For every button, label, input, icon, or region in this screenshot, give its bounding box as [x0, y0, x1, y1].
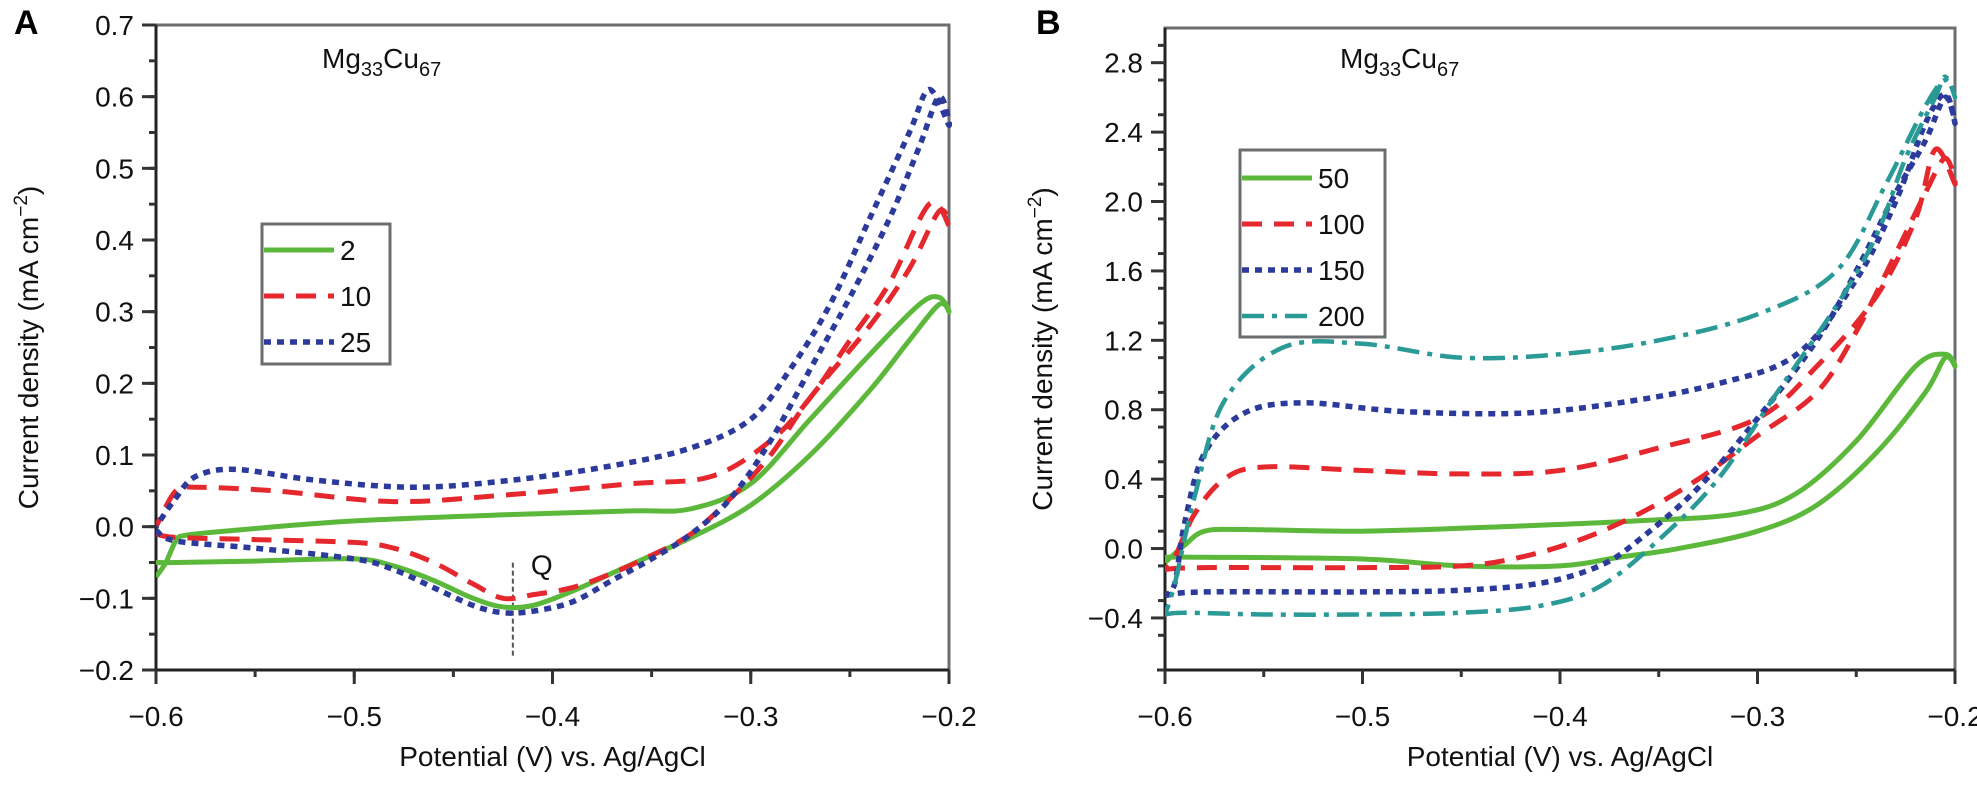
- series-line-150: [1165, 91, 1958, 599]
- y-tick-label: 0.3: [95, 297, 134, 328]
- y-tick-label: 2.0: [1104, 187, 1143, 218]
- title-subscript: 67: [419, 59, 441, 81]
- y-tick-label: 0.0: [1104, 534, 1143, 565]
- series-line-200: [1165, 74, 1958, 617]
- title-subscript: 33: [361, 59, 383, 81]
- series-group: [156, 86, 952, 616]
- title-subscript: 33: [1379, 59, 1401, 81]
- chart-title: Mg33Cu67: [322, 43, 441, 81]
- y-tick-label: 0.1: [95, 440, 134, 471]
- panel-label: B: [1036, 4, 1061, 42]
- legend-box: [1238, 148, 1387, 339]
- panel-b: B −0.4 0.0 0.4 0.8 1.2 1.6 2.0 2.4 2.8 −0.6 −0.5 −0.…: [1025, 4, 1977, 772]
- x-tick-label: −0.6: [128, 701, 183, 732]
- x-tick-label: −0.2: [921, 701, 976, 732]
- x-tick-label: −0.3: [723, 701, 778, 732]
- legend-label: 50: [1318, 163, 1349, 194]
- y-axis-label-superscript: −2: [1025, 197, 1046, 219]
- series-line-2: [156, 294, 952, 611]
- chart-title: Mg33Cu67: [1340, 43, 1459, 81]
- y-axis-label-superscript: −2: [11, 195, 32, 217]
- series-line-25: [156, 86, 952, 616]
- y-tick-label: 0.4: [1104, 464, 1143, 495]
- y-axis-label-end: ): [1027, 187, 1058, 196]
- y-tick-label: 0.0: [95, 512, 134, 543]
- y-tick-label: 0.6: [95, 82, 134, 113]
- series-line-50: [1165, 351, 1958, 570]
- legend-label: 150: [1318, 255, 1365, 286]
- x-tick-label: −0.4: [525, 701, 580, 732]
- y-tick-label: −0.4: [1088, 603, 1143, 634]
- panel-a: A −0.2 −0.1 0.0 0.1 0.2 0.3 0.4 0.5 0.6 0.7 −0.6 −0.…: [11, 4, 977, 772]
- title-base: Cu: [1401, 43, 1437, 74]
- title-base: Cu: [383, 43, 419, 74]
- y-axis-label: Current density (mA cm−2): [11, 186, 44, 510]
- x-axis-label: Potential (V) vs. Ag/AgCl: [399, 741, 706, 772]
- series-line-100: [1165, 146, 1958, 572]
- y-tick-label: 1.2: [1104, 325, 1143, 356]
- series-group: [1165, 74, 1958, 617]
- x-tick-label: −0.6: [1137, 701, 1192, 732]
- y-axis-label: Current density (mA cm−2): [1025, 187, 1058, 511]
- legend-label: 2: [340, 235, 356, 266]
- legend-label: 25: [340, 327, 371, 358]
- legend-label: 200: [1318, 301, 1365, 332]
- x-axis-label: Potential (V) vs. Ag/AgCl: [1407, 741, 1714, 772]
- y-tick-label: 0.4: [95, 225, 134, 256]
- y-tick-label: 0.5: [95, 153, 134, 184]
- y-tick-label: −0.1: [79, 583, 134, 614]
- x-tick-label: −0.3: [1730, 701, 1785, 732]
- x-tick-label: −0.5: [1335, 701, 1390, 732]
- y-tick-label: 2.8: [1104, 48, 1143, 79]
- x-tick-label: −0.4: [1532, 701, 1587, 732]
- y-tick-label: 0.7: [95, 10, 134, 41]
- annotation-label: Q: [531, 550, 553, 581]
- y-tick-label: 0.8: [1104, 395, 1143, 426]
- title-base: Mg: [1340, 43, 1379, 74]
- title-subscript: 67: [1437, 59, 1459, 81]
- series-line-10: [156, 199, 952, 602]
- y-axis-label-end: ): [13, 186, 44, 195]
- y-tick-label: −0.2: [79, 655, 134, 686]
- y-tick-label: 1.6: [1104, 256, 1143, 287]
- legend-label: 10: [340, 281, 371, 312]
- panel-label: A: [14, 4, 39, 42]
- legend-label: 100: [1318, 209, 1365, 240]
- title-base: Mg: [322, 43, 361, 74]
- x-tick-label: −0.2: [1927, 701, 1977, 732]
- y-tick-label: 2.4: [1104, 117, 1143, 148]
- y-tick-label: 0.2: [95, 368, 134, 399]
- x-tick-label: −0.5: [327, 701, 382, 732]
- legend: 2 10 25: [260, 222, 392, 366]
- legend: 50 100 150 200: [1238, 148, 1387, 339]
